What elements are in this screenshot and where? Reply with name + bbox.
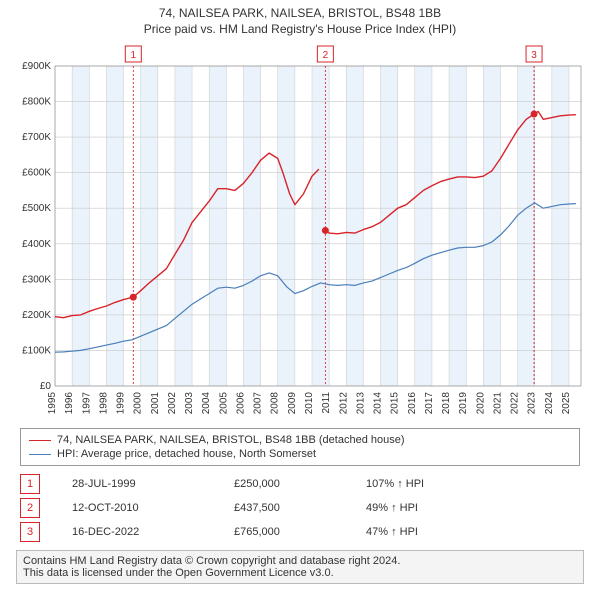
svg-text:2025: 2025 [561, 392, 572, 415]
legend-row: 74, NAILSEA PARK, NAILSEA, BRISTOL, BS48… [29, 433, 571, 447]
attribution-line2: This data is licensed under the Open Gov… [23, 567, 577, 579]
chart-container: £0 £100K £200K £300K £400K £500K £600K £700K £80… [9, 42, 591, 422]
svg-text:2023: 2023 [527, 392, 538, 415]
svg-text:£300K: £300K [22, 274, 51, 285]
sales-table: 1 28-JUL-1999 £250,000 107% ↑ HPI 2 12-OCT-20… [20, 472, 580, 544]
svg-text:2003: 2003 [184, 392, 195, 415]
svg-text:2000: 2000 [133, 392, 144, 415]
chart-legend: 74, NAILSEA PARK, NAILSEA, BRISTOL, BS48… [20, 428, 580, 466]
svg-text:2004: 2004 [201, 392, 212, 415]
sale-date: 16-DEC-2022 [52, 526, 222, 538]
attribution-line1: Contains HM Land Registry data © Crown c… [23, 555, 577, 567]
svg-text:2024: 2024 [544, 392, 555, 415]
svg-text:2022: 2022 [510, 392, 521, 415]
svg-text:1: 1 [131, 50, 137, 61]
sale-date: 28-JUL-1999 [52, 478, 222, 490]
svg-text:2013: 2013 [355, 392, 366, 415]
svg-text:£100K: £100K [22, 345, 51, 356]
legend-label-1: 74, NAILSEA PARK, NAILSEA, BRISTOL, BS48… [57, 434, 405, 446]
svg-text:1997: 1997 [81, 392, 92, 415]
svg-text:£600K: £600K [22, 168, 51, 179]
svg-text:2002: 2002 [167, 392, 178, 415]
legend-label-2: HPI: Average price, detached house, Nort… [57, 448, 316, 460]
svg-text:2015: 2015 [390, 392, 401, 415]
attribution-box: Contains HM Land Registry data © Crown c… [16, 550, 584, 584]
svg-text:£0: £0 [40, 381, 52, 392]
svg-text:2009: 2009 [287, 392, 298, 415]
sale-date: 12-OCT-2010 [52, 502, 222, 514]
svg-text:2018: 2018 [441, 392, 452, 415]
svg-text:£900K: £900K [22, 61, 51, 72]
sale-pct: 49% ↑ HPI [366, 502, 506, 514]
sale-marker-box: 2 [20, 498, 40, 518]
svg-text:2: 2 [323, 50, 329, 61]
legend-swatch-2 [29, 454, 51, 455]
svg-text:2005: 2005 [218, 392, 229, 415]
svg-text:2008: 2008 [270, 392, 281, 415]
legend-row: HPI: Average price, detached house, Nort… [29, 447, 571, 461]
svg-text:2011: 2011 [321, 392, 332, 414]
svg-text:1996: 1996 [64, 392, 75, 415]
svg-text:1995: 1995 [47, 392, 58, 415]
svg-text:2001: 2001 [150, 392, 161, 415]
sale-pct: 107% ↑ HPI [366, 478, 506, 490]
svg-text:2006: 2006 [235, 392, 246, 415]
svg-text:2010: 2010 [304, 392, 315, 415]
svg-text:£500K: £500K [22, 203, 51, 214]
svg-text:2021: 2021 [492, 392, 503, 415]
chart-title-line2: Price paid vs. HM Land Registry's House … [2, 22, 598, 36]
svg-text:£700K: £700K [22, 132, 51, 143]
svg-text:2016: 2016 [407, 392, 418, 415]
svg-text:1998: 1998 [98, 392, 109, 415]
svg-text:2020: 2020 [475, 392, 486, 415]
sales-row: 2 12-OCT-2010 £437,500 49% ↑ HPI [20, 496, 580, 520]
svg-text:3: 3 [531, 50, 537, 61]
legend-swatch-1 [29, 440, 51, 441]
price-chart: £0 £100K £200K £300K £400K £500K £600K £700K £80… [9, 42, 591, 422]
sale-marker-box: 3 [20, 522, 40, 542]
svg-text:£200K: £200K [22, 310, 51, 321]
svg-text:1999: 1999 [116, 392, 127, 415]
sale-price: £765,000 [234, 526, 354, 538]
svg-text:2017: 2017 [424, 392, 435, 415]
svg-text:£800K: £800K [22, 97, 51, 108]
svg-text:2007: 2007 [253, 392, 264, 415]
sale-marker-box: 1 [20, 474, 40, 494]
sales-row: 1 28-JUL-1999 £250,000 107% ↑ HPI [20, 472, 580, 496]
svg-text:£400K: £400K [22, 239, 51, 250]
svg-text:2012: 2012 [338, 392, 349, 415]
chart-title-line1: 74, NAILSEA PARK, NAILSEA, BRISTOL, BS48… [2, 6, 598, 20]
sale-price: £437,500 [234, 502, 354, 514]
sale-pct: 47% ↑ HPI [366, 526, 506, 538]
sales-row: 3 16-DEC-2022 £765,000 47% ↑ HPI [20, 520, 580, 544]
svg-text:2019: 2019 [458, 392, 469, 415]
svg-text:2014: 2014 [373, 392, 384, 415]
sale-price: £250,000 [234, 478, 354, 490]
